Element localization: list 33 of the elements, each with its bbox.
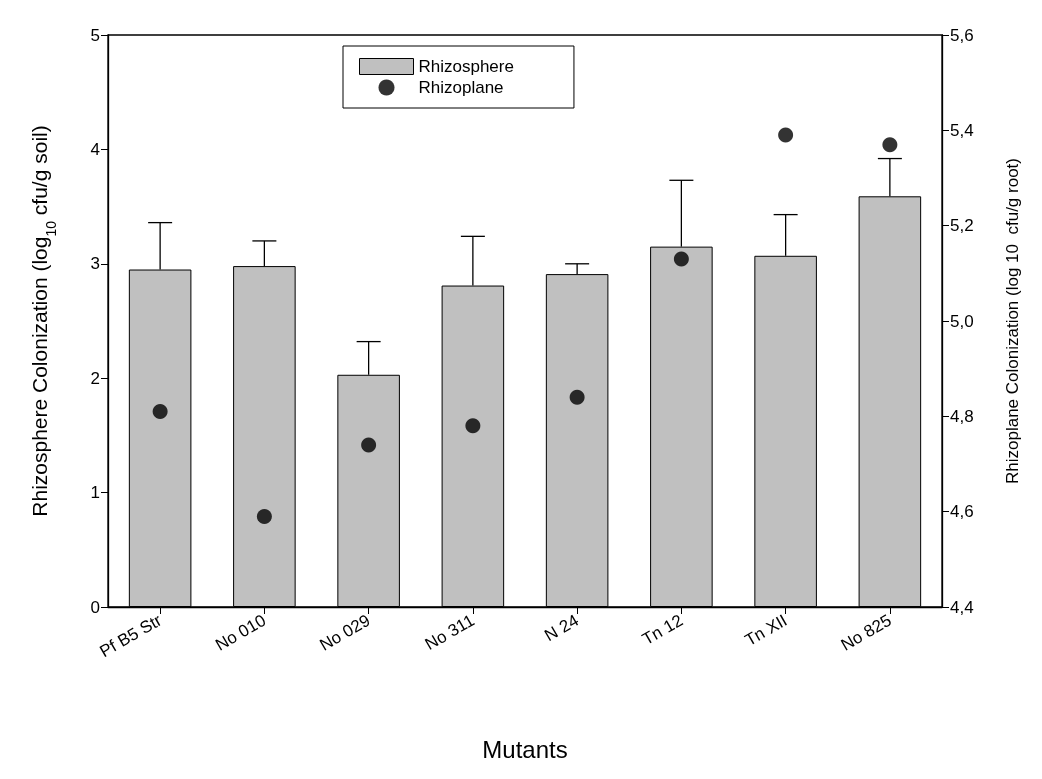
y2-tick-label: 4,6 xyxy=(950,502,974,522)
x-tick-label: No 010 xyxy=(212,610,270,655)
y-tick-label: 2 xyxy=(90,368,100,388)
x-tick-label: No 825 xyxy=(837,610,895,655)
point xyxy=(361,437,377,453)
point xyxy=(569,389,585,405)
x-tick-label: Tn 12 xyxy=(639,610,687,649)
x-tick-label: No 311 xyxy=(421,610,478,654)
y-axis-title: Rhizosphere Colonization (log10 cfu/g soil) xyxy=(28,125,59,517)
y2-tick-label: 4,4 xyxy=(950,597,974,617)
legend-label: Rhizosphere xyxy=(418,57,514,76)
x-axis-title: Mutants xyxy=(482,735,568,763)
legend-label: Rhizoplane xyxy=(418,78,504,97)
x-tick-label: No 029 xyxy=(316,610,374,655)
point xyxy=(256,508,272,524)
y-tick-label: 3 xyxy=(90,254,100,274)
x-tick-label: N 24 xyxy=(541,610,582,646)
point xyxy=(882,137,898,153)
point xyxy=(152,404,168,420)
y-tick-label: 5 xyxy=(90,25,100,45)
y2-tick-label: 4,8 xyxy=(950,406,974,426)
x-tick-label: Tn XII xyxy=(741,610,791,650)
point xyxy=(778,127,794,143)
y2-tick-label: 5,4 xyxy=(950,120,974,140)
point xyxy=(673,251,689,267)
y2-axis-title: Rhizoplane Colonization (log 10 cfu/g root) xyxy=(1003,157,1022,485)
y-tick-label: 0 xyxy=(90,597,100,617)
point xyxy=(465,418,481,434)
y-tick-label: 4 xyxy=(90,139,100,159)
y2-tick-label: 5,0 xyxy=(950,311,974,331)
y2-tick-label: 5,6 xyxy=(950,25,974,45)
y-tick-label: 1 xyxy=(90,483,100,503)
y2-tick-label: 5,2 xyxy=(950,216,974,236)
